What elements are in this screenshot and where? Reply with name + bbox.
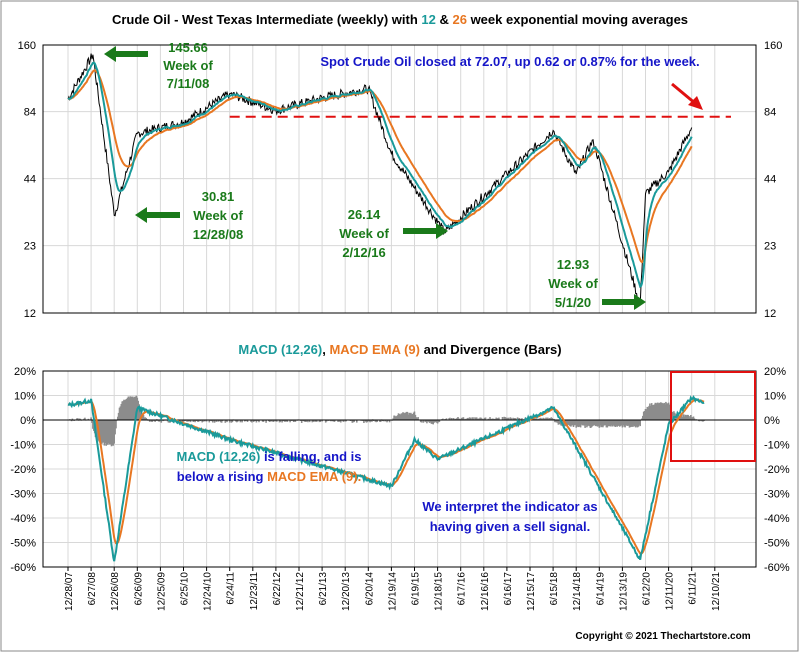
chart-title: Crude Oil - West Texas Intermediate (wee…: [112, 12, 688, 27]
date-tick-label: 12/13/19: [618, 572, 629, 611]
sell-note-line1: We interpret the indicator as: [422, 499, 597, 514]
annotation-peak-line2: Week of: [163, 58, 213, 73]
date-tick-label: 6/15/18: [549, 572, 560, 606]
macd-axis-right: 20% 10% 0% -10% -20% -30% -40% -50% -60%: [764, 366, 790, 574]
annotation-2016-line2: Week of: [339, 226, 389, 241]
macd-title-sep: ,: [322, 342, 329, 357]
macd-note-macd: MACD (12,26): [177, 449, 261, 464]
date-tick-label: 12/11/20: [665, 572, 676, 611]
macd-tick-left: 10%: [14, 391, 36, 403]
macd-title: MACD (12,26), MACD EMA (9) and Divergenc…: [238, 342, 561, 357]
macd-tick-left: -50%: [10, 538, 36, 550]
macd-tick-right: -20%: [764, 464, 790, 476]
macd-tick-left: 0%: [20, 415, 36, 427]
macd-title-macd: MACD (12,26): [238, 342, 322, 357]
date-tick-label: 6/21/13: [318, 572, 329, 606]
title-12: 12: [421, 12, 435, 27]
annotation-2020-line3: 5/1/20: [555, 295, 591, 310]
macd-tick-right: -50%: [764, 538, 790, 550]
date-tick-label: 12/21/12: [295, 572, 306, 611]
macd-tick-left: -60%: [10, 562, 36, 574]
macd-axis-left: 20% 10% 0% -10% -20% -30% -40% -50% -60%: [10, 366, 36, 574]
date-tick-label: 6/20/14: [364, 572, 375, 606]
annotation-2016-line3: 2/12/16: [342, 245, 385, 260]
title-amp: &: [436, 12, 453, 27]
macd-tick-right: 20%: [764, 366, 786, 378]
price-tick-right: 23: [764, 241, 776, 253]
annotation-2020-line2: Week of: [548, 276, 598, 291]
date-tick-label: 6/19/15: [411, 572, 422, 606]
macd-tick-right: -10%: [764, 440, 790, 452]
divergence-bar: [115, 420, 117, 428]
date-tick-label: 12/20/13: [341, 572, 352, 611]
annotation-2008-line2: Week of: [193, 208, 243, 223]
sell-note-line2: having given a sell signal.: [430, 519, 590, 534]
title-text-end: week exponential moving averages: [467, 12, 688, 27]
date-axis: 12/28/07 6/27/08 12/26/08 6/26/09 12/25/09 6/…: [64, 567, 722, 611]
price-tick-left: 12: [24, 308, 36, 320]
date-tick-label: 12/28/07: [64, 572, 75, 611]
date-tick-label: 12/15/17: [526, 572, 537, 611]
price-tick-right: 160: [764, 40, 782, 52]
date-tick-label: 6/26/09: [133, 572, 144, 606]
price-tick-right: 12: [764, 308, 776, 320]
copyright-text: Copyright © 2021 Thechartstore.com: [575, 631, 750, 642]
date-tick-label: 6/22/12: [272, 572, 283, 606]
macd-note-text: is falling, and is: [260, 449, 361, 464]
price-tick-left: 44: [24, 174, 36, 186]
date-tick-label: 6/11/21: [688, 572, 699, 605]
price-tick-left: 84: [24, 107, 36, 119]
date-tick-label: 12/26/08: [110, 572, 121, 611]
date-tick-label: 12/19/14: [387, 572, 398, 611]
price-tick-left: 23: [24, 241, 36, 253]
annotation-2016-value: 26.14: [348, 207, 381, 222]
macd-tick-left: -40%: [10, 513, 36, 525]
date-tick-label: 6/14/19: [595, 572, 606, 606]
macd-tick-left: -30%: [10, 489, 36, 501]
date-tick-label: 6/25/10: [180, 572, 191, 606]
price-tick-left: 160: [18, 40, 36, 52]
date-tick-label: 6/12/20: [642, 572, 653, 606]
price-tick-right: 84: [764, 107, 776, 119]
price-tick-right: 44: [764, 174, 776, 186]
date-tick-label: 12/14/18: [572, 572, 583, 611]
date-tick-label: 12/18/15: [434, 572, 445, 611]
date-tick-label: 6/16/17: [503, 572, 514, 606]
annotation-peak-value: 145.66: [168, 40, 208, 55]
spot-note: Spot Crude Oil closed at 72.07, up 0.62 …: [320, 54, 699, 69]
annotation-2020-value: 12.93: [557, 257, 590, 272]
date-tick-label: 6/17/16: [457, 572, 468, 606]
macd-tick-left: 20%: [14, 366, 36, 378]
macd-title-rest: and Divergence (Bars): [420, 342, 562, 357]
macd-tick-right: 0%: [764, 415, 780, 427]
macd-note-line2: below a rising MACD EMA (9).: [177, 469, 361, 484]
title-26: 26: [452, 12, 466, 27]
macd-note-text2: below a rising: [177, 469, 267, 484]
macd-tick-left: -10%: [10, 440, 36, 452]
macd-tick-right: -30%: [764, 489, 790, 501]
annotation-peak-line3: 7/11/08: [167, 76, 210, 91]
macd-title-ema: MACD EMA (9): [329, 342, 420, 357]
macd-tick-left: -20%: [10, 464, 36, 476]
macd-note-ema: MACD EMA (9).: [267, 469, 361, 484]
annotation-2008-value: 30.81: [202, 189, 235, 204]
divergence-bar: [639, 420, 641, 426]
date-tick-label: 12/10/21: [711, 572, 722, 611]
date-tick-label: 6/24/11: [226, 572, 237, 605]
annotation-2008-line3: 12/28/08: [193, 227, 244, 242]
title-text: Crude Oil - West Texas Intermediate (wee…: [112, 12, 421, 27]
macd-tick-right: -60%: [764, 562, 790, 574]
date-tick-label: 12/16/16: [480, 572, 491, 611]
date-tick-label: 12/25/09: [156, 572, 167, 611]
date-tick-label: 6/27/08: [87, 572, 98, 606]
date-tick-label: 12/24/10: [203, 572, 214, 611]
macd-tick-right: -40%: [764, 513, 790, 525]
macd-tick-right: 10%: [764, 391, 786, 403]
date-tick-label: 12/23/11: [249, 572, 260, 611]
macd-note-line1: MACD (12,26) is falling, and is: [177, 449, 362, 464]
